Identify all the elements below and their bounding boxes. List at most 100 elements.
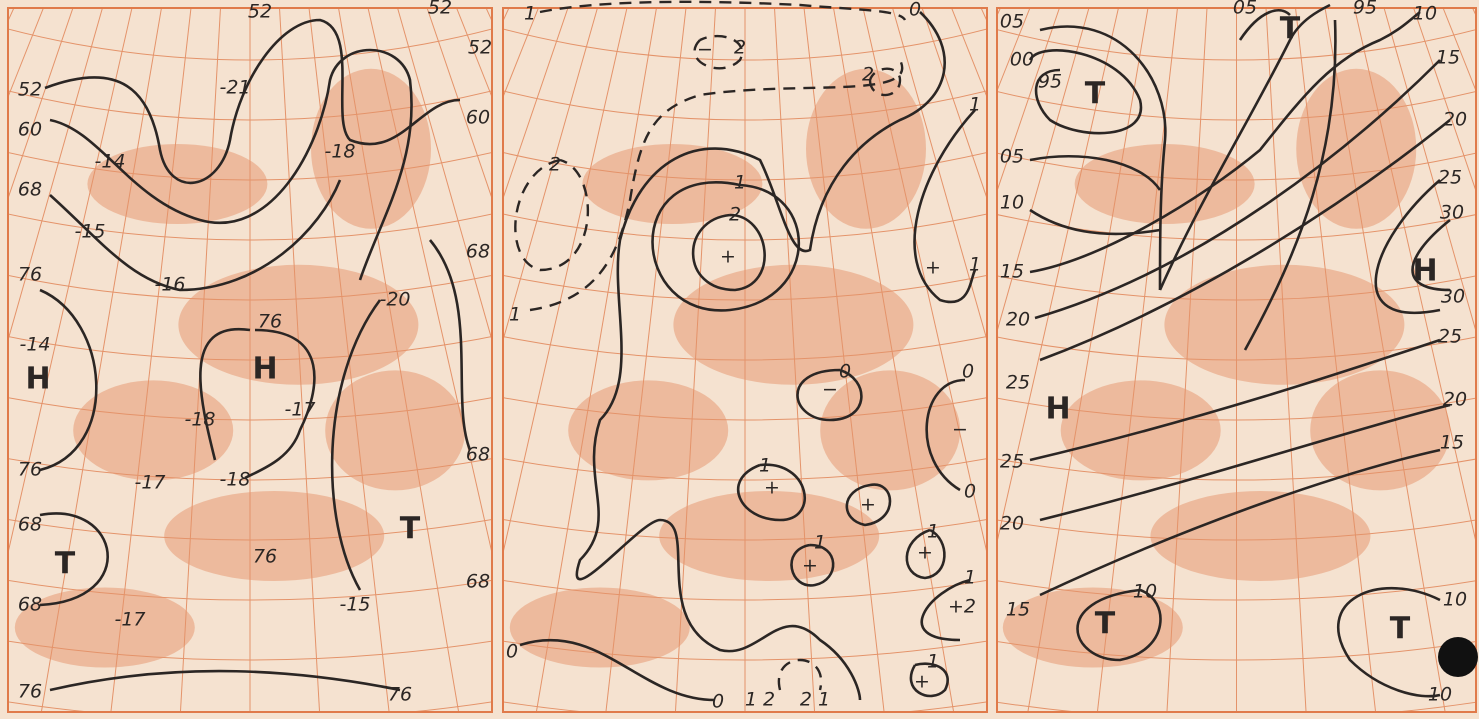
isoline-label: 68 [466, 241, 490, 263]
land [659, 491, 880, 581]
hole-punch [1438, 637, 1478, 677]
isoline-label: 1 [927, 521, 939, 543]
pressure-center: Н [1045, 392, 1070, 427]
isoline-label: 1 [509, 304, 521, 326]
panel-border [996, 7, 1477, 713]
isoline-label: − [952, 419, 968, 441]
isoline-label: -18 [219, 469, 250, 491]
isoline-label: 1 [734, 172, 746, 194]
isoline-label: 0 [962, 361, 974, 383]
meridian-line [279, 8, 321, 712]
meridian-line [110, 8, 192, 712]
isoline-label: -17 [134, 472, 165, 494]
panel-border [7, 7, 493, 713]
isoline-label: 52 [428, 0, 452, 19]
isoline-label: 20 [1443, 109, 1467, 131]
isoline-label: 0 [506, 641, 518, 663]
isoline-label: + [802, 555, 818, 577]
isoline-label: 52 [18, 79, 42, 101]
isoline-label: 68 [18, 594, 42, 616]
isoline-label: -17 [114, 609, 145, 631]
isoline-label: 1 [964, 567, 976, 589]
isoline-label: 25 [1438, 167, 1462, 189]
isoline-label: + [914, 671, 930, 693]
isoline-label: 15 [1000, 261, 1024, 283]
isoline-label: 60 [18, 119, 42, 141]
isoline-label: 10 [1428, 684, 1452, 706]
pressure-center: Т [1095, 607, 1116, 642]
isoline-label: + [917, 542, 933, 564]
meridian-line [1027, 8, 1149, 712]
meridian-line [833, 8, 955, 712]
isoline-label: 95 [1038, 71, 1062, 93]
meridian-line [179, 8, 221, 712]
land [509, 587, 690, 668]
isoline-label: 15 [1440, 432, 1464, 454]
meridian-line [1324, 8, 1446, 712]
isoline-label: 10 [1000, 192, 1024, 214]
isoline-label: 15 [1006, 599, 1030, 621]
isoline-label: 68 [466, 571, 490, 593]
isoline-label: 2 [734, 37, 746, 59]
land [164, 491, 385, 581]
meridian-line [1265, 8, 1307, 712]
isolines-panel-3 [1028, 3, 1451, 698]
isoline-label: − [697, 39, 713, 61]
isoline-label: 76 [253, 546, 277, 568]
isoline-label: 20 [1443, 389, 1467, 411]
isoline-label: -16 [154, 274, 185, 296]
isoline-label: 0 [909, 0, 921, 21]
isoline-label: + [764, 477, 780, 499]
isoline-label: 0 [964, 481, 976, 503]
isoline-label: 68 [18, 179, 42, 201]
isoline-label: 76 [258, 311, 282, 333]
meridian-line [997, 8, 1119, 545]
isoline-label: 1 [814, 532, 826, 554]
isoline-label: 05 [1233, 0, 1257, 19]
meridian-line [1383, 8, 1476, 334]
isoline-label: 00 [1010, 49, 1034, 71]
isoline-label: 1 [969, 254, 981, 276]
land [1150, 491, 1371, 581]
meridian-line [338, 8, 460, 712]
land [1310, 370, 1451, 491]
isoline-label: 76 [18, 264, 42, 286]
meridian-line [1295, 8, 1377, 712]
isoline-label: 1 [927, 651, 939, 673]
isoline-label: 52 [248, 1, 272, 23]
land [1002, 587, 1183, 668]
land [178, 264, 419, 385]
pressure-center: Н [252, 352, 277, 387]
meridian-line [8, 8, 103, 342]
land [1060, 380, 1221, 481]
isoline-label: 0 [712, 691, 724, 713]
isoline-label: 15 [1436, 47, 1460, 69]
isoline-label: 2 [549, 154, 561, 176]
isoline-label: -14 [19, 334, 50, 356]
meridian-line [397, 8, 492, 342]
isoline-label: 10 [1133, 581, 1157, 603]
isoline-label: -18 [184, 409, 215, 431]
isoline-label: 20 [1006, 309, 1030, 331]
pressure-center: Н [1412, 254, 1437, 289]
isoline-label: 95 [1353, 0, 1377, 19]
isoline-label: 20 [1000, 513, 1024, 535]
isoline-label: -14 [94, 151, 125, 173]
meridian-line [1096, 8, 1178, 712]
meridian-line [1166, 8, 1208, 712]
isoline-label: 2 1 [800, 689, 830, 711]
isoline-label: -21 [219, 77, 250, 99]
isoline-label: -18 [324, 141, 355, 163]
meridian-line [308, 8, 390, 712]
meridian-line [605, 8, 687, 712]
meridian-line [674, 8, 716, 712]
isoline-label: +2 [948, 596, 976, 618]
isoline-label: + [925, 257, 941, 279]
